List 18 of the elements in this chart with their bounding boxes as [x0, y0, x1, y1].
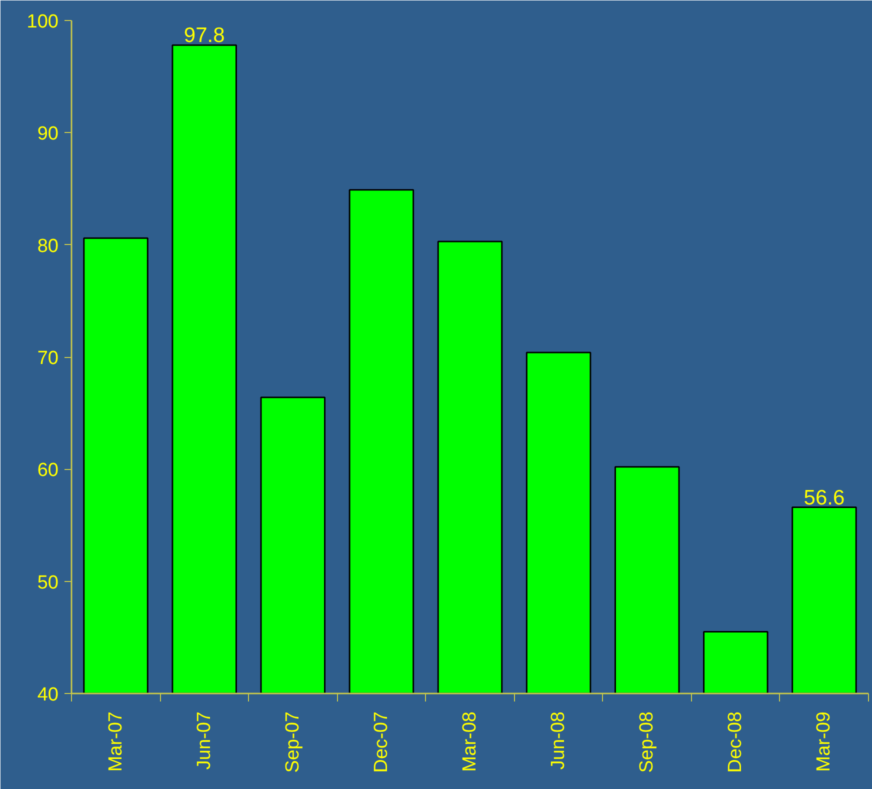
x-tick-label: Sep-07 [282, 711, 304, 773]
data-label: 56.6 [804, 486, 845, 510]
x-tick-label: Sep-08 [636, 711, 658, 773]
y-tick-label: 80 [37, 236, 59, 257]
y-tick-label: 50 [37, 572, 59, 594]
x-tick-label: Jun-08 [548, 711, 570, 770]
y-tick-label: 90 [37, 124, 59, 145]
y-tick-label: 70 [37, 348, 59, 369]
y-tick-label: 60 [37, 460, 59, 482]
data-label: 97.8 [184, 24, 225, 48]
x-tick-label: Mar-07 [105, 711, 126, 772]
y-tick-label: 40 [37, 684, 59, 706]
x-tick-label: Mar-09 [814, 711, 835, 772]
x-tick-label: Dec-08 [725, 712, 746, 773]
x-tick-label: Jun-07 [194, 711, 215, 770]
y-tick-label: 100 [26, 12, 58, 32]
x-tick-label: Dec-07 [370, 712, 392, 773]
x-tick-label: Mar-08 [460, 711, 480, 772]
